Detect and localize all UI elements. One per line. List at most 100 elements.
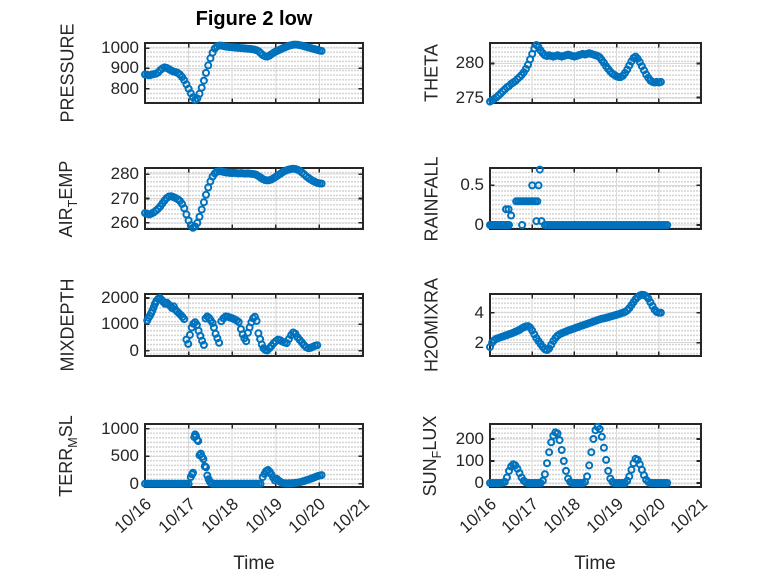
subplot-sun-flux: [486, 422, 702, 488]
data-point: [194, 437, 203, 445]
y-tick-label: 500: [110, 446, 139, 466]
y-axis-label-text: RAINFALL: [421, 155, 442, 242]
y-axis-label-text: THETA: [421, 44, 442, 102]
data-point: [215, 338, 224, 347]
data-point: [505, 221, 513, 229]
y-tick-label: 0: [129, 340, 139, 360]
plot-canvas: [141, 40, 364, 104]
y-tick-label: 1000: [101, 314, 139, 334]
data-point: [534, 181, 543, 190]
data-points: [141, 164, 326, 232]
data-point: [589, 435, 598, 443]
data-point: [602, 455, 611, 464]
data-points: [143, 294, 322, 355]
axes-box: [489, 42, 702, 104]
data-point: [535, 165, 544, 174]
data-point: [540, 470, 549, 479]
y-tick-label: 800: [110, 78, 139, 98]
data-point: [317, 179, 326, 188]
data-point: [585, 461, 594, 470]
data-point: [197, 205, 206, 214]
data-point: [202, 190, 210, 199]
y-axis-label-text: H2OMIXRA: [421, 277, 442, 373]
y-tick-label: 0: [474, 215, 484, 235]
data-points: [141, 40, 326, 104]
data-point: [537, 217, 546, 226]
y-axis-label-text: PRESSURE: [57, 23, 78, 123]
plot-canvas: [486, 165, 702, 230]
data-point: [502, 473, 511, 482]
subplot-rainfall: [486, 165, 702, 230]
data-points: [141, 430, 326, 488]
data-point: [250, 312, 259, 321]
y-axis-label: SUNFLUX: [420, 415, 444, 496]
data-point: [185, 330, 194, 339]
data-point: [555, 436, 564, 445]
data-point: [204, 183, 213, 192]
data-point: [656, 308, 665, 317]
data-point: [252, 316, 261, 325]
y-axis-label: AIRTEMP: [56, 160, 80, 237]
data-point: [207, 478, 216, 487]
data-point: [195, 89, 204, 98]
data-point: [313, 341, 322, 350]
data-point: [184, 479, 193, 488]
data-point: [182, 210, 191, 219]
data-point: [257, 340, 266, 349]
data-point: [202, 68, 210, 77]
y-tick-label: 270: [110, 188, 139, 208]
subplot-mixdepth: [143, 293, 364, 357]
data-points: [486, 41, 665, 106]
y-axis-label-text: MIXDEPTH: [57, 278, 78, 372]
data-points: [486, 422, 672, 487]
y-tick-label: 2000: [101, 287, 139, 307]
data-point: [547, 438, 556, 447]
y-tick-label: 280: [455, 53, 484, 73]
y-axis-label: THETA: [422, 44, 443, 102]
data-point: [663, 479, 672, 487]
data-point: [507, 211, 516, 220]
data-point: [656, 77, 665, 86]
data-point: [208, 319, 217, 327]
data-point: [203, 471, 212, 480]
subplot-pressure: [141, 40, 364, 104]
plot-canvas: [486, 41, 702, 106]
data-points: [486, 165, 672, 229]
data-point: [538, 476, 547, 485]
data-point: [184, 339, 193, 348]
y-axis-label-subscript: M: [65, 436, 80, 448]
data-point: [518, 221, 527, 229]
axis-ticks: [144, 424, 364, 487]
data-point: [202, 463, 210, 472]
y-axis-label: RAINFALL: [422, 156, 443, 241]
y-tick-label: 2: [474, 332, 484, 352]
data-point: [663, 221, 672, 229]
plot-canvas: [143, 293, 364, 357]
data-point: [604, 466, 613, 475]
y-tick-label: 1000: [101, 418, 139, 438]
data-point: [562, 466, 570, 475]
y-axis-label: PRESSURE: [58, 23, 79, 122]
data-point: [180, 315, 189, 324]
x-axis-label-right: Time: [574, 553, 616, 574]
data-point: [197, 83, 206, 92]
axes-box: [489, 293, 702, 357]
y-axis-label-text: AIR: [56, 206, 77, 237]
data-point: [256, 479, 265, 488]
data-point: [209, 323, 218, 332]
data-point: [597, 432, 606, 441]
data-point: [199, 340, 208, 349]
figure-title: Figure 2 low: [195, 8, 313, 30]
y-tick-label: 0.5: [460, 175, 484, 195]
subplot-theta: [486, 41, 702, 106]
plot-canvas: [486, 290, 702, 357]
x-axis-label-left: Time: [233, 553, 275, 574]
axes-box: [144, 423, 364, 488]
data-point: [595, 425, 604, 434]
y-tick-label: 1000: [101, 38, 139, 58]
plot-canvas: [141, 164, 364, 232]
axes-box: [144, 293, 364, 357]
y-axis-label-text: EMP: [56, 160, 77, 200]
data-point: [553, 429, 562, 438]
data-point: [583, 472, 592, 481]
